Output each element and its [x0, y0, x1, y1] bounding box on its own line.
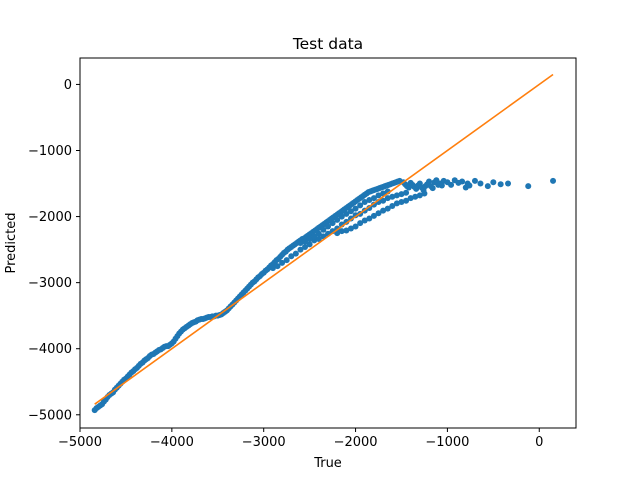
scatter-point: [366, 215, 373, 222]
y-axis: −5000 −4000 −3000 −2000 −1000 0: [28, 78, 80, 423]
scatter-point: [357, 202, 364, 209]
scatter-point: [329, 220, 336, 227]
scatter-point: [343, 210, 350, 217]
scatter-point: [302, 243, 309, 250]
scatter-point: [398, 199, 405, 206]
scatter-point: [343, 227, 350, 234]
scatter-point: [347, 208, 354, 215]
scatter-point: [375, 210, 382, 217]
x-tick-label: −2000: [334, 435, 378, 450]
x-axis-label: True: [313, 456, 342, 471]
scatter-point: [325, 223, 331, 230]
scatter-point: [403, 189, 410, 196]
scatter-point: [448, 181, 455, 188]
plot-area: [91, 73, 557, 414]
scatter-point: [429, 185, 436, 192]
y-tick-label: −3000: [28, 276, 72, 291]
scatter-point: [389, 193, 396, 200]
axes-frame: [79, 57, 577, 429]
y-tick-label: −4000: [28, 342, 72, 357]
x-tick-label: −1000: [425, 435, 469, 450]
scatter-point: [306, 241, 313, 248]
scatter-point: [370, 195, 377, 202]
scatter-point: [366, 197, 373, 204]
scatter-point: [466, 182, 473, 189]
scatter-point: [380, 207, 387, 214]
scatter-point: [477, 180, 484, 187]
y-tick-label: −2000: [28, 210, 72, 225]
y-tick-label: 0: [64, 78, 72, 93]
scatter-point: [352, 205, 359, 212]
scatter-point: [412, 193, 419, 200]
scatter-point: [490, 179, 497, 186]
x-tick-label: −3000: [242, 435, 286, 450]
scatter-point: [370, 212, 377, 219]
scatter-point: [426, 178, 433, 185]
scatter-point: [393, 200, 400, 207]
scatter-point: [320, 226, 327, 233]
scatter-series: [91, 177, 557, 414]
scatter-point: [315, 236, 322, 243]
scatter-point: [398, 191, 405, 198]
scatter-point: [497, 181, 504, 188]
scatter-point: [384, 205, 391, 212]
scatter-point: [297, 246, 304, 253]
scatter-point: [389, 203, 396, 209]
y-tick-label: −5000: [28, 408, 72, 423]
scatter-point: [505, 180, 512, 187]
scatter-point: [403, 197, 410, 204]
scatter-point: [297, 240, 304, 246]
scatter-point: [384, 195, 391, 202]
scatter-point: [525, 183, 532, 190]
scatter-point: [283, 257, 290, 264]
scatter-point: [274, 263, 281, 270]
scatter-point: [292, 250, 299, 257]
scatter-point: [311, 233, 318, 240]
scatter-point: [288, 253, 295, 260]
scatter-point: [361, 217, 368, 224]
scatter-point: [302, 238, 309, 245]
scatter-point: [416, 192, 423, 199]
scatter-point: [459, 178, 466, 185]
scatter-point: [471, 177, 478, 184]
y-axis-label: Predicted: [4, 212, 19, 273]
scatter-point: [279, 259, 286, 266]
scatter-point: [334, 216, 341, 223]
scatter-point: [484, 183, 491, 190]
scatter-point: [338, 228, 345, 235]
scatter-point: [361, 199, 368, 206]
scatter-point: [315, 230, 322, 237]
scatter-point: [338, 213, 345, 220]
x-tick-label: −4000: [150, 435, 194, 450]
scatter-point: [438, 182, 445, 189]
scatter-point: [306, 236, 313, 243]
reference-line: [94, 73, 554, 405]
scatter-point: [269, 265, 276, 272]
scatter-point: [393, 192, 400, 199]
scatter-point: [352, 223, 359, 230]
scatter-point: [407, 195, 414, 202]
y-tick-label: −1000: [28, 144, 72, 159]
x-axis: −5000 −4000 −3000 −2000 −1000 0: [58, 428, 543, 450]
scatter-point: [357, 220, 364, 227]
chart-title: Test data: [292, 35, 363, 53]
scatter-point: [380, 197, 387, 204]
scatter-point: [550, 177, 557, 184]
scatter-point: [375, 192, 382, 199]
scatter-point: [347, 225, 354, 232]
x-tick-label: 0: [535, 435, 543, 450]
x-tick-label: −5000: [58, 435, 102, 450]
